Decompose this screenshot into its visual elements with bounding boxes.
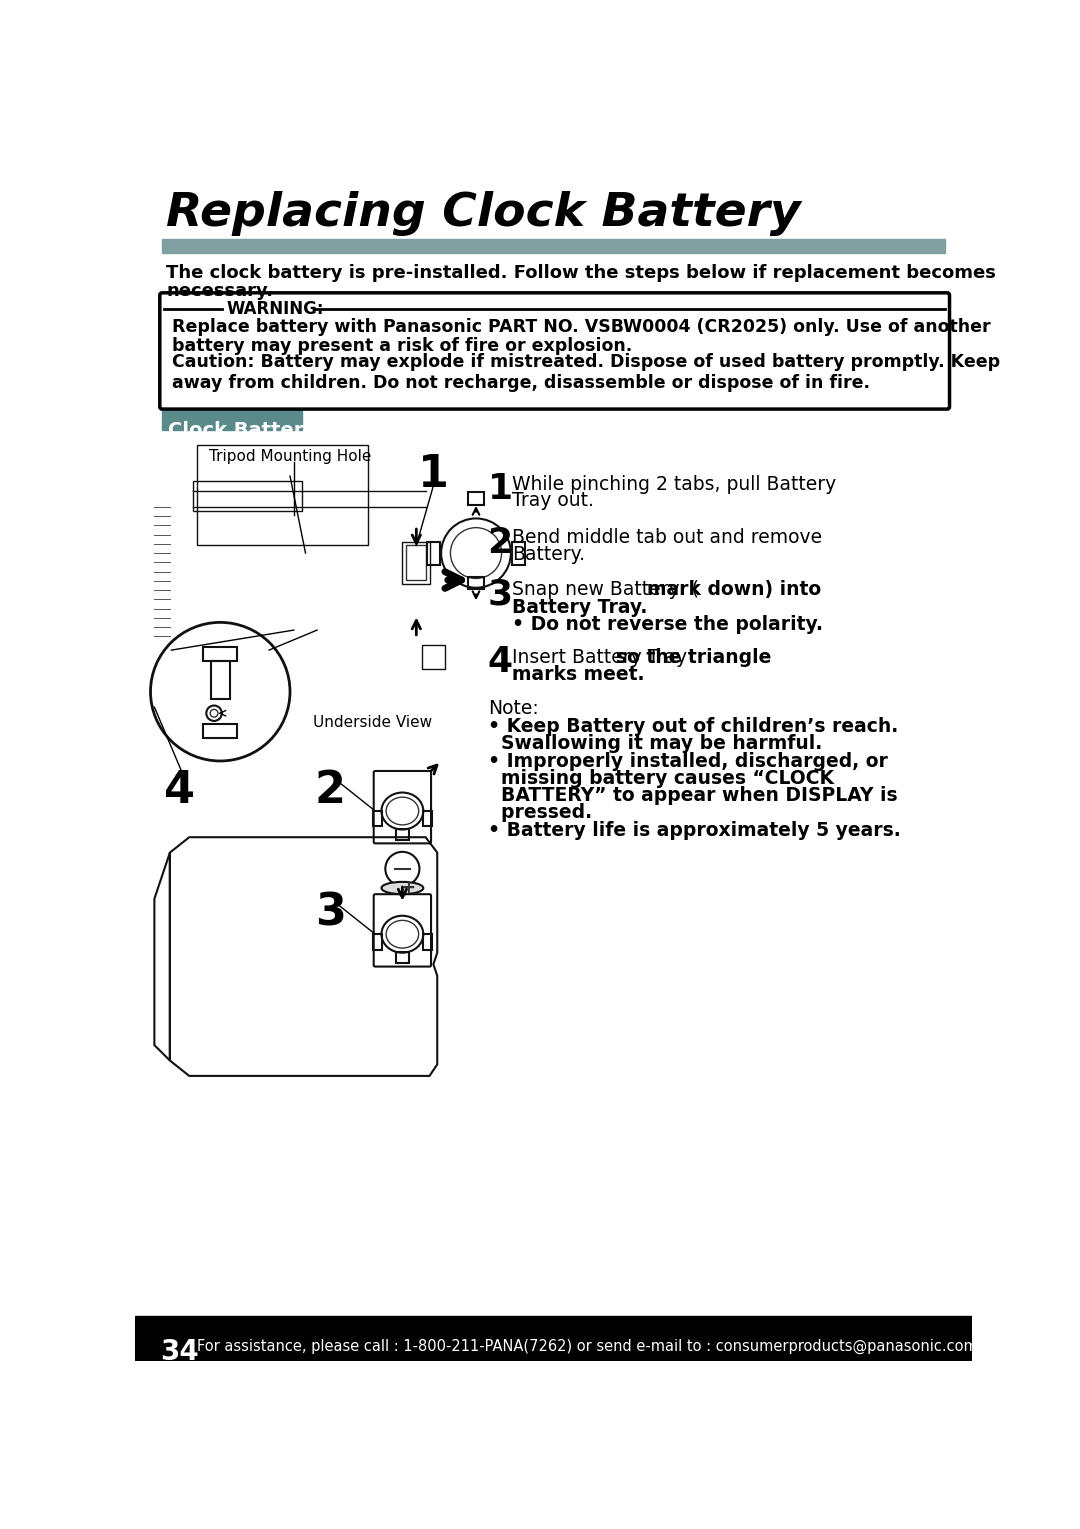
Bar: [162, 239, 945, 252]
Text: away from children. Do not recharge, disassemble or dispose of in fire.: away from children. Do not recharge, dis…: [172, 373, 870, 391]
Bar: [373, 934, 382, 950]
Bar: [469, 492, 484, 505]
Text: 1: 1: [488, 472, 513, 506]
Bar: [469, 576, 484, 589]
Bar: [422, 810, 432, 827]
Text: battery may present a risk of fire or explosion.: battery may present a risk of fire or ex…: [172, 338, 633, 355]
Circle shape: [150, 622, 291, 761]
Text: marks meet.: marks meet.: [512, 665, 645, 683]
Ellipse shape: [381, 882, 423, 894]
Bar: [422, 645, 445, 668]
Text: • Battery life is approximately 5 years.: • Battery life is approximately 5 years.: [488, 821, 901, 839]
Text: For assistance, please call : 1-800-211-PANA(7262) or send e-mail to : consumerp: For assistance, please call : 1-800-211-…: [197, 1339, 977, 1355]
Text: • Keep Battery out of children’s reach.: • Keep Battery out of children’s reach.: [488, 717, 897, 735]
Bar: [197, 445, 367, 546]
Bar: [203, 647, 238, 661]
Text: Bend middle tab out and remove: Bend middle tab out and remove: [512, 529, 823, 547]
Text: Tray out.: Tray out.: [512, 491, 594, 511]
Text: The clock battery is pre-installed. Follow the steps below if replacement become: The clock battery is pre-installed. Foll…: [166, 265, 996, 283]
Bar: [403, 541, 430, 584]
Text: • Improperly installed, discharged, or: • Improperly installed, discharged, or: [488, 752, 888, 771]
Text: so the triangle: so the triangle: [616, 648, 771, 667]
Text: 2: 2: [488, 526, 513, 560]
Text: 4: 4: [164, 769, 195, 812]
Bar: [203, 725, 238, 739]
Text: Snap new Battery  (: Snap new Battery (: [512, 579, 700, 599]
Bar: [135, 1316, 972, 1361]
Bar: [211, 661, 230, 699]
Text: Insert Battery Tray: Insert Battery Tray: [512, 648, 700, 667]
Text: Battery.: Battery.: [512, 546, 585, 564]
Text: WARNING:: WARNING:: [227, 300, 324, 318]
Text: 3: 3: [314, 891, 346, 934]
Text: 4: 4: [488, 645, 513, 679]
Text: 1: 1: [418, 453, 449, 495]
Text: Replacing Clock Battery: Replacing Clock Battery: [166, 191, 800, 235]
Text: 3: 3: [488, 578, 513, 612]
Bar: [422, 934, 432, 950]
Text: pressed.: pressed.: [488, 803, 592, 821]
Bar: [193, 482, 301, 511]
Bar: [188, 1323, 955, 1355]
Bar: [396, 829, 408, 841]
Text: Caution: Battery may explode if mistreated. Dispose of used battery promptly. Ke: Caution: Battery may explode if mistreat…: [172, 353, 1000, 372]
Text: Clock Battery: Clock Battery: [167, 420, 315, 440]
Text: +: +: [402, 879, 416, 898]
FancyBboxPatch shape: [160, 294, 949, 410]
Bar: [162, 410, 301, 430]
Bar: [512, 541, 525, 564]
Text: 34: 34: [160, 1338, 199, 1365]
Text: • Do not reverse the polarity.: • Do not reverse the polarity.: [512, 615, 823, 633]
Text: Tripod Mounting Hole: Tripod Mounting Hole: [208, 450, 372, 465]
Bar: [406, 546, 427, 579]
Text: Replace battery with Panasonic PART NO. VSBW0004 (CR2025) only. Use of another: Replace battery with Panasonic PART NO. …: [172, 318, 990, 336]
Bar: [373, 810, 382, 827]
Text: Note:: Note:: [488, 699, 538, 719]
Text: Underside View: Underside View: [313, 714, 432, 729]
Text: missing battery causes “CLOCK: missing battery causes “CLOCK: [488, 769, 834, 787]
Text: Battery Tray.: Battery Tray.: [512, 598, 648, 616]
Text: BATTERY” to appear when DISPLAY is: BATTERY” to appear when DISPLAY is: [488, 786, 897, 804]
Text: While pinching 2 tabs, pull Battery: While pinching 2 tabs, pull Battery: [512, 474, 837, 494]
Text: Swallowing it may be harmful.: Swallowing it may be harmful.: [488, 734, 822, 752]
Bar: [396, 953, 408, 963]
Text: necessary.: necessary.: [166, 281, 273, 300]
Text: 2: 2: [314, 769, 346, 812]
Text: mark down) into: mark down) into: [634, 579, 821, 599]
Bar: [428, 541, 440, 564]
